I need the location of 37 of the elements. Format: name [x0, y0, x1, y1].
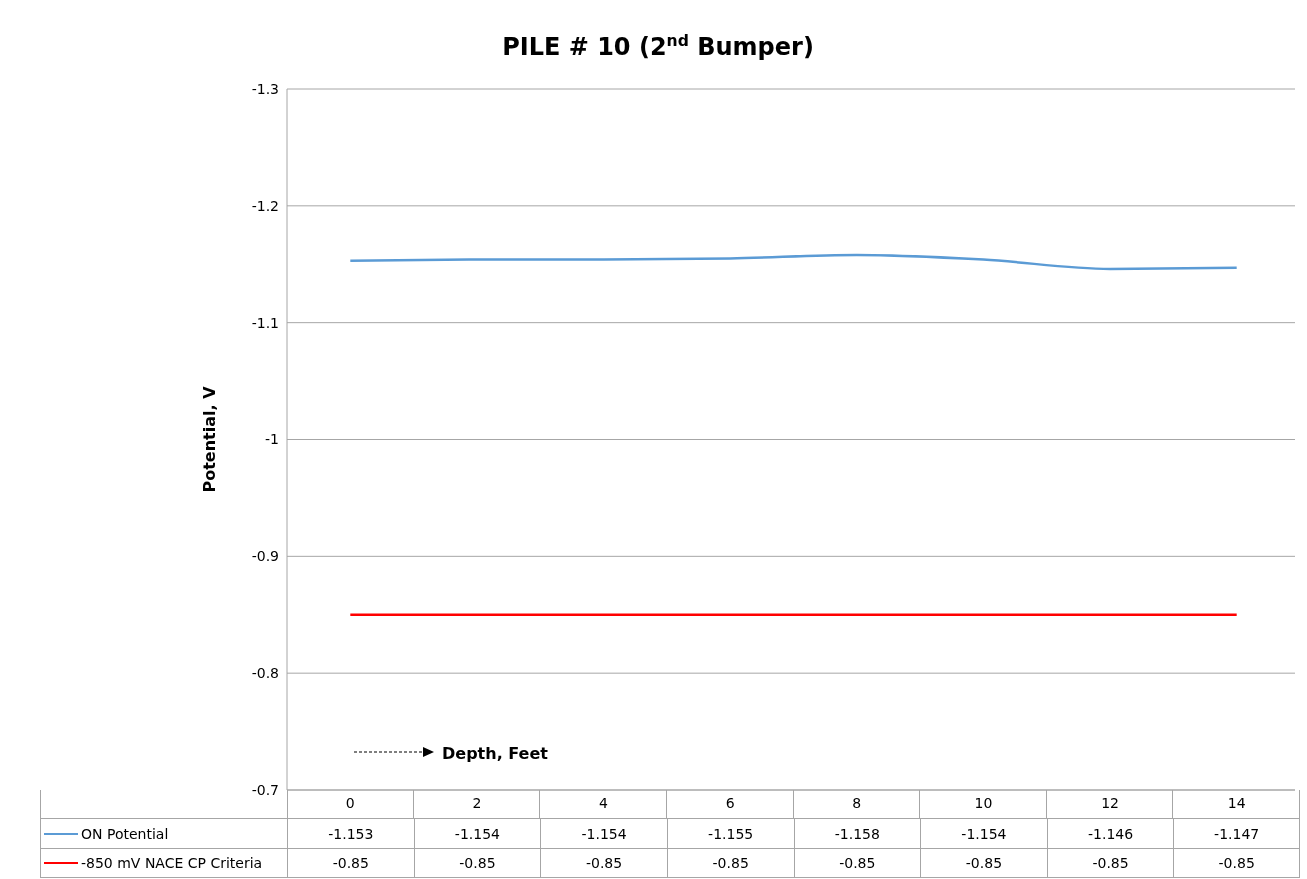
y-tick-label: -1.2 [251, 197, 279, 214]
x-tick-label: 6 [725, 794, 735, 811]
data-label: -0.85 [1046, 849, 1174, 877]
data-label: -0.85 [793, 849, 921, 877]
x-tick-label: 2 [472, 794, 482, 811]
data-label: -1.154 [920, 819, 1047, 848]
y-tick-label: -0.8 [251, 665, 279, 682]
x-tick-label: 10 [974, 794, 993, 811]
y-tick-label: -1.1 [251, 314, 279, 331]
data-label: -1.154 [413, 819, 541, 848]
y-tick-label: -1.3 [251, 80, 279, 97]
x-tick-label: 8 [852, 794, 862, 811]
data-label: -1.158 [793, 819, 921, 848]
data-label: -0.85 [1173, 849, 1300, 877]
chart-title: PILE # 10 (2$^{nd}$ Bumper) [502, 32, 814, 61]
y-tick-label: -1 [265, 431, 279, 448]
data-label: -1.147 [1173, 819, 1300, 848]
x-tick-label: 4 [599, 794, 609, 811]
x-tick-label: 0 [345, 794, 355, 811]
y-tick-label: -0.7 [251, 781, 279, 798]
y-tick-label: -0.9 [251, 548, 279, 565]
x-tick-label: 12 [1101, 794, 1119, 811]
y-axis-title: Potential, V [200, 385, 219, 493]
legend-label: -850 mV NACE CP Criteria [81, 855, 263, 871]
data-label: -0.85 [540, 849, 667, 877]
data-label: -1.146 [1046, 819, 1174, 848]
data-label: -0.85 [666, 849, 794, 877]
data-label: -1.153 [287, 819, 414, 848]
data-label: -0.85 [287, 849, 414, 877]
x-tick-label: 14 [1227, 794, 1246, 811]
data-label: -0.85 [413, 849, 541, 877]
data-label: -0.85 [920, 849, 1047, 877]
data-label: -1.154 [540, 819, 667, 848]
legend-label: ON Potential [81, 825, 169, 842]
line-series [349, 253, 1238, 271]
data-label: -1.155 [666, 819, 794, 848]
x-axis-title: Depth, Feet [442, 744, 549, 763]
